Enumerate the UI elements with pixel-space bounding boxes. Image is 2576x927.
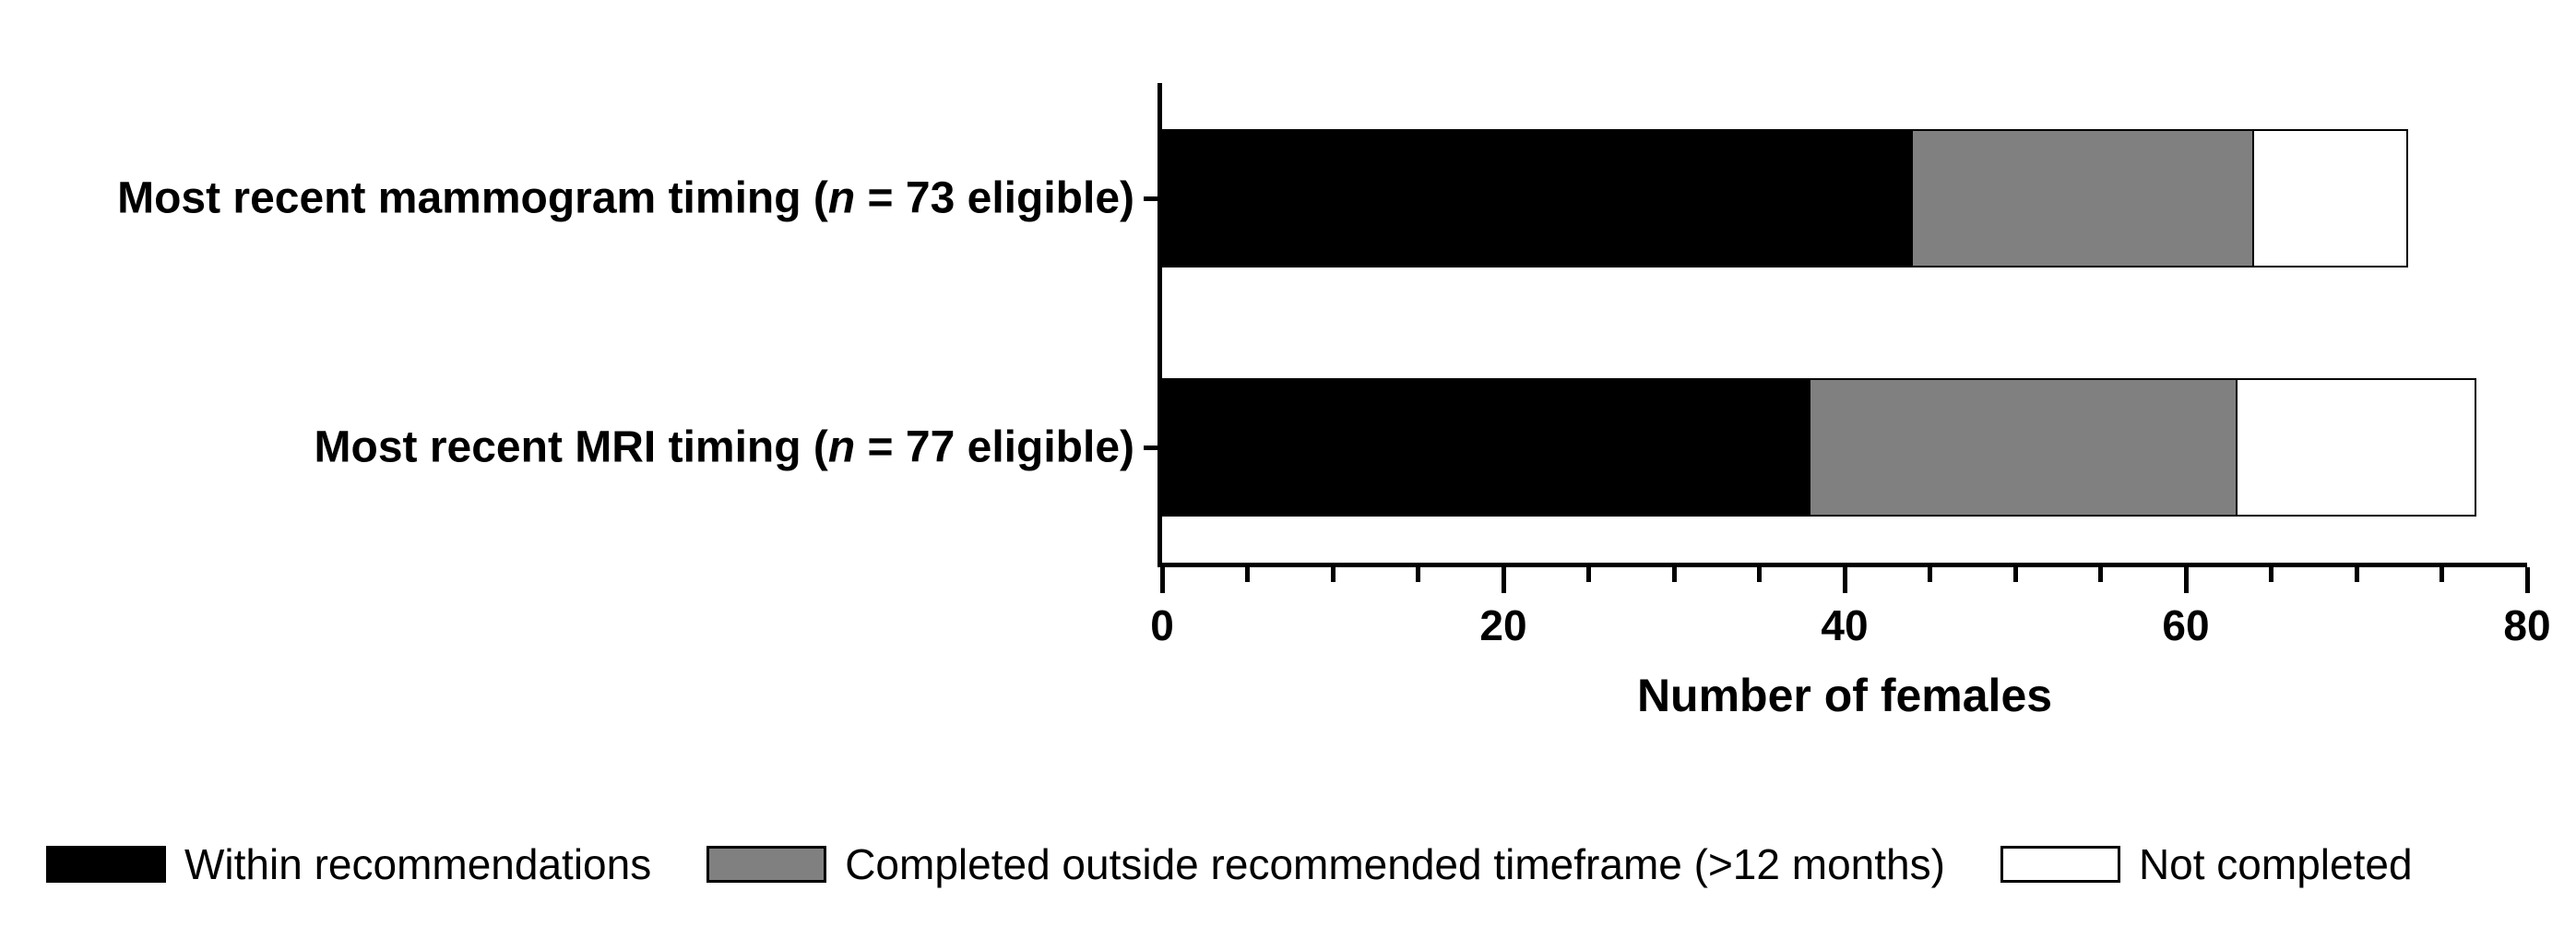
x-tick-minor [1928, 567, 1932, 582]
x-tick-label: 80 [2503, 600, 2550, 650]
category-label: Most recent mammogram timing (n = 73 eli… [117, 173, 1134, 224]
x-tick-major [1502, 567, 1506, 593]
x-tick-major [2184, 567, 2189, 593]
legend-label: Completed outside recommended timeframe … [845, 839, 1945, 889]
x-tick-major [1160, 567, 1165, 593]
x-tick-minor [2355, 567, 2359, 582]
bar-segment-outside [1913, 129, 2254, 267]
x-tick-major [2525, 567, 2530, 593]
bar-segment-within [1162, 129, 1913, 267]
bar-segment-not_done [2254, 129, 2408, 267]
legend-label: Not completed [2139, 839, 2413, 889]
x-axis-title: Number of females [1637, 669, 2052, 722]
x-tick-minor [1586, 567, 1591, 582]
category-label-part: Most recent mammogram timing ( [117, 174, 828, 223]
legend-swatch [46, 846, 166, 883]
x-tick-label: 40 [1821, 600, 1868, 650]
bar-segment-outside [1810, 378, 2238, 517]
bar-row [1162, 129, 2408, 267]
legend-label: Within recommendations [184, 839, 651, 889]
x-tick-minor [1331, 567, 1335, 582]
legend: Within recommendations Completed outside … [46, 839, 2413, 889]
x-tick-minor [1672, 567, 1677, 582]
category-label-part: = 73 eligible) [855, 174, 1134, 223]
y-axis-line [1157, 83, 1162, 563]
x-tick-minor [2439, 567, 2444, 582]
plot-area [1162, 83, 2527, 563]
legend-item: Within recommendations [46, 839, 651, 889]
category-label: Most recent MRI timing (n = 77 eligible) [315, 422, 1134, 473]
bar-row [1162, 378, 2476, 517]
category-label-part: n [828, 174, 855, 223]
x-tick-label: 60 [2162, 600, 2209, 650]
stacked-bar-chart: Number of females Within recommendations… [0, 0, 2576, 927]
x-tick-minor [2269, 567, 2273, 582]
x-tick-minor [2098, 567, 2103, 582]
category-label-part: Most recent MRI timing ( [315, 423, 828, 472]
x-tick-minor [1245, 567, 1250, 582]
bar-segment-not_done [2238, 378, 2476, 517]
legend-swatch [2000, 846, 2120, 883]
legend-item: Not completed [2000, 839, 2413, 889]
category-label-part: n [828, 423, 855, 472]
legend-item: Completed outside recommended timeframe … [706, 839, 1945, 889]
x-tick-minor [2013, 567, 2018, 582]
x-tick-label: 20 [1479, 600, 1526, 650]
x-tick-major [1843, 567, 1847, 593]
category-label-part: = 77 eligible) [855, 423, 1134, 472]
x-tick-minor [1416, 567, 1420, 582]
x-tick-label: 0 [1150, 600, 1174, 650]
bar-segment-within [1162, 378, 1810, 517]
legend-swatch [706, 846, 826, 883]
x-tick-minor [1757, 567, 1762, 582]
